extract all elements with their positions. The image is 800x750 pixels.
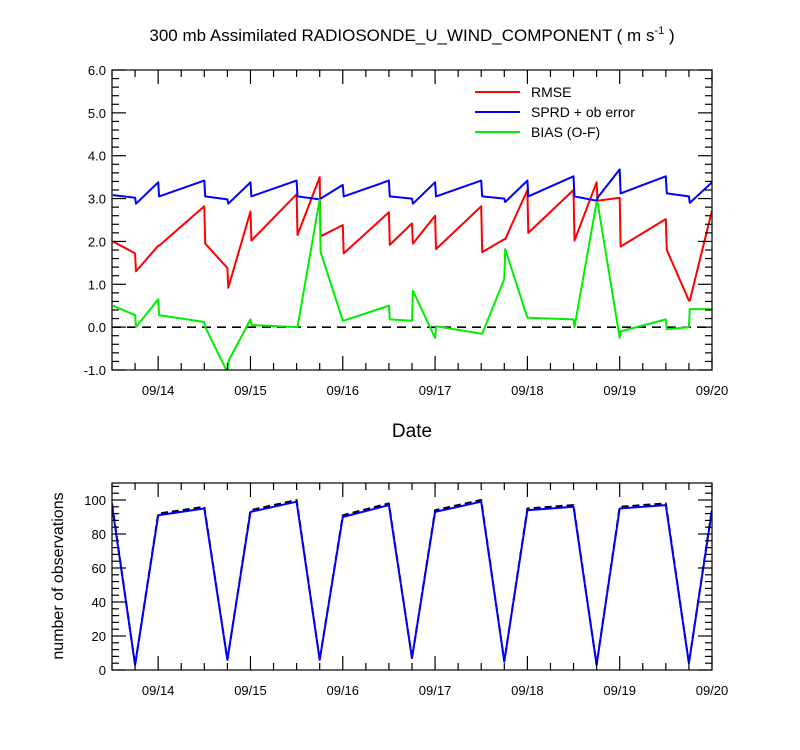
y-tick-label: 0.0 — [88, 320, 106, 335]
y-tick-label: 20 — [92, 629, 106, 644]
y-tick-label: 5.0 — [88, 106, 106, 121]
title-main: 300 mb Assimilated RADIOSONDE_U_WIND_COM… — [149, 26, 654, 45]
legend-label: BIAS (O-F) — [531, 124, 600, 140]
x-tick-label: 09/18 — [511, 683, 544, 698]
x-tick-label: 09/20 — [696, 383, 729, 398]
x-tick-label: 09/17 — [419, 383, 452, 398]
y-tick-label: 2.0 — [88, 234, 106, 249]
x-tick-label: 09/19 — [603, 683, 636, 698]
y-tick-label: 100 — [84, 493, 106, 508]
x-tick-label: 09/16 — [326, 383, 359, 398]
y-tick-label: 40 — [92, 595, 106, 610]
x-tick-label: 09/15 — [234, 383, 267, 398]
legend: RMSE SPRD + ob error BIAS (O-F) — [475, 84, 635, 140]
series-line-rmse — [112, 176, 712, 302]
chart-title: 300 mb Assimilated RADIOSONDE_U_WIND_COM… — [149, 25, 674, 45]
series-line-dashed-0 — [112, 499, 712, 666]
y-tick-label: 4.0 — [88, 149, 106, 164]
x-tick-label: 09/14 — [142, 683, 175, 698]
bottom-plot-frame — [111, 482, 713, 671]
bottom-panel: 09/14 09/15 09/16 09/17 09/18 09/19 09/20 0 20 40… — [50, 482, 729, 698]
x-axis-title: Date — [392, 421, 432, 442]
y-tick-label: 80 — [92, 527, 106, 542]
series-line-solid-1 — [112, 500, 712, 666]
y-tick-label: 60 — [92, 561, 106, 576]
x-tick-label: 09/18 — [511, 383, 544, 398]
y-tick-label: 0 — [99, 663, 106, 678]
x-tick-label: 09/17 — [419, 683, 452, 698]
series-line-bias-o-f — [112, 198, 712, 370]
x-tick-label: 09/14 — [142, 383, 175, 398]
x-tick-label: 09/15 — [234, 683, 267, 698]
x-tick-label: 09/16 — [326, 683, 359, 698]
y-tick-label: 3.0 — [88, 192, 106, 207]
title-unit-exponent: -1 — [654, 25, 664, 37]
y-tick-label: 6.0 — [88, 63, 106, 78]
x-tick-label: 09/19 — [603, 383, 636, 398]
legend-label: SPRD + ob error — [531, 104, 635, 120]
y-tick-label: 1.0 — [88, 277, 106, 292]
y-tick-label: -1.0 — [84, 363, 106, 378]
x-tick-label: 09/20 — [696, 683, 729, 698]
series-line-sprd-ob-error — [112, 168, 712, 205]
legend-label: RMSE — [531, 84, 571, 100]
title-suffix: ) — [664, 26, 674, 45]
top-panel: 09/14 09/15 09/16 09/17 09/18 09/19 09/20 -1.0 0… — [84, 63, 729, 442]
y-axis-title-observations: number of observations — [50, 492, 67, 659]
